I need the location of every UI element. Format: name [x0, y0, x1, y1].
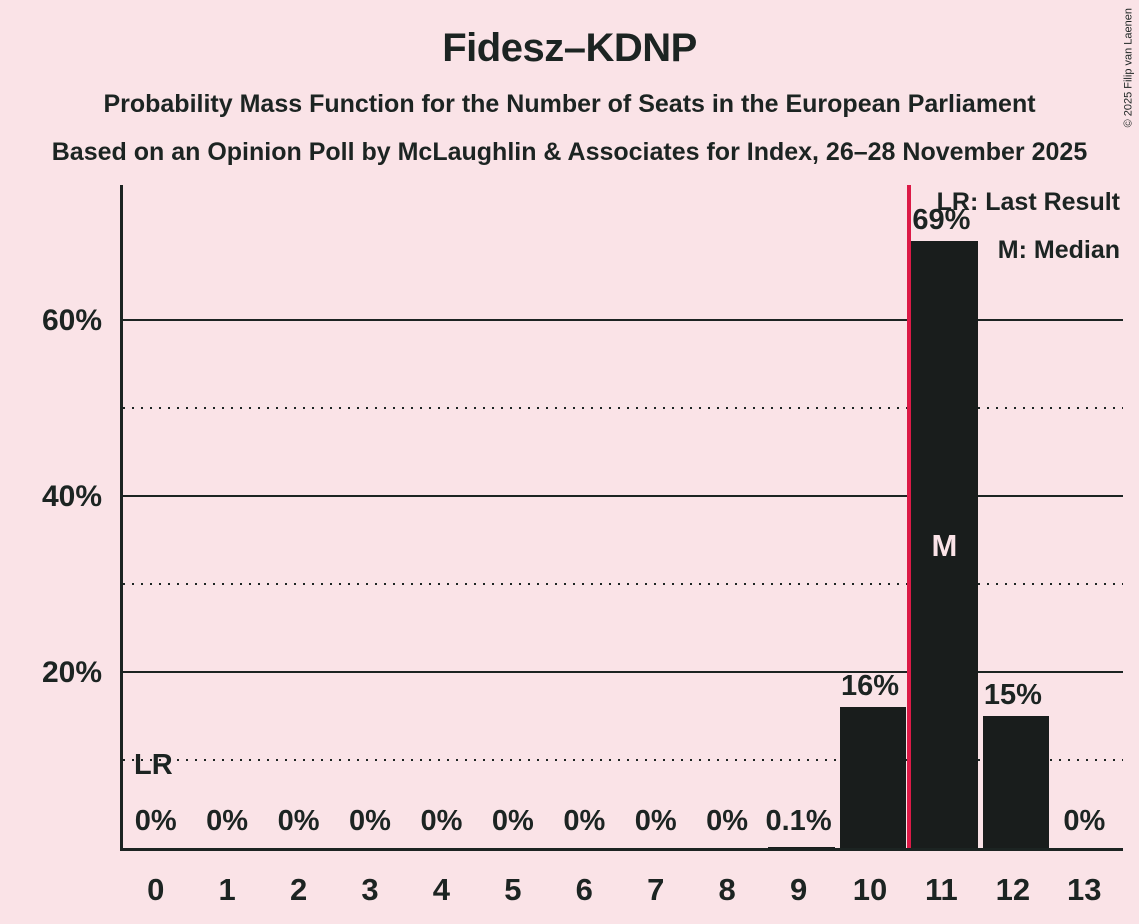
x-axis-tick-label: 8: [718, 872, 736, 907]
bar-value-label: 69%: [912, 203, 971, 236]
x-axis-tick-label: 9: [789, 872, 808, 907]
x-axis-tick-label: 1: [218, 872, 236, 907]
bar-value-label: 15%: [983, 679, 1042, 711]
x-axis-tick-label: 11: [925, 872, 958, 907]
bar-value-label: 0.1%: [765, 805, 832, 837]
x-axis-tick-label: 12: [995, 872, 1031, 907]
gridline-dotted: [123, 407, 1123, 409]
gridline-solid: [123, 319, 1123, 321]
chart-subtitle-line1: Probability Mass Function for the Number…: [103, 90, 1036, 118]
bar-value-label: 0%: [1063, 805, 1106, 837]
gridline-dotted: [123, 583, 1123, 585]
x-axis-tick-label: 7: [647, 872, 665, 907]
bar-value-label: 0%: [420, 805, 463, 837]
bar-value-label: 0%: [349, 805, 391, 837]
chart-subtitle-line2: Based on an Opinion Poll by McLaughlin &…: [51, 138, 1088, 166]
gridline-solid: [123, 495, 1123, 497]
bar-value-label: 0%: [206, 805, 249, 837]
last-result-line: [906, 185, 911, 848]
bar: [982, 716, 1050, 848]
y-axis-tick-label: 60%: [41, 304, 102, 337]
gridline-dotted: [123, 759, 1123, 761]
x-axis-tick-label: 3: [361, 872, 379, 907]
chart-title: Fidesz–KDNP: [442, 26, 697, 70]
bar: [768, 847, 835, 848]
x-axis-tick-label: 2: [289, 872, 308, 907]
bar-value-label: 0%: [277, 805, 320, 837]
bar-value-label: 0%: [634, 805, 677, 837]
x-axis-tick-label: 10: [852, 872, 888, 907]
bar-value-label: 0%: [491, 805, 534, 837]
bar: [839, 707, 907, 848]
plot-area: LR M: [120, 185, 1123, 851]
x-axis-tick-label: 13: [1067, 872, 1102, 907]
legend-median: M: Median: [997, 236, 1120, 264]
x-axis-tick-label: 0: [147, 872, 165, 907]
last-result-annotation: LR: [134, 749, 173, 781]
bar-value-label: 0%: [706, 805, 749, 837]
median-annotation: M: [931, 528, 958, 563]
x-axis-tick-label: 4: [432, 872, 451, 907]
legend-last-result: LR: Last Result: [936, 188, 1120, 216]
gridline-solid: [123, 671, 1123, 673]
y-axis-tick-label: 40%: [41, 480, 102, 513]
bar: [911, 240, 978, 848]
bar-value-label: 0%: [563, 805, 606, 837]
x-axis-tick-label: 6: [575, 872, 593, 907]
x-axis-tick-label: 5: [504, 872, 522, 907]
y-axis-tick-label: 20%: [41, 656, 102, 689]
bar-value-label: 16%: [840, 670, 900, 703]
bar-value-label: 0%: [134, 805, 177, 837]
